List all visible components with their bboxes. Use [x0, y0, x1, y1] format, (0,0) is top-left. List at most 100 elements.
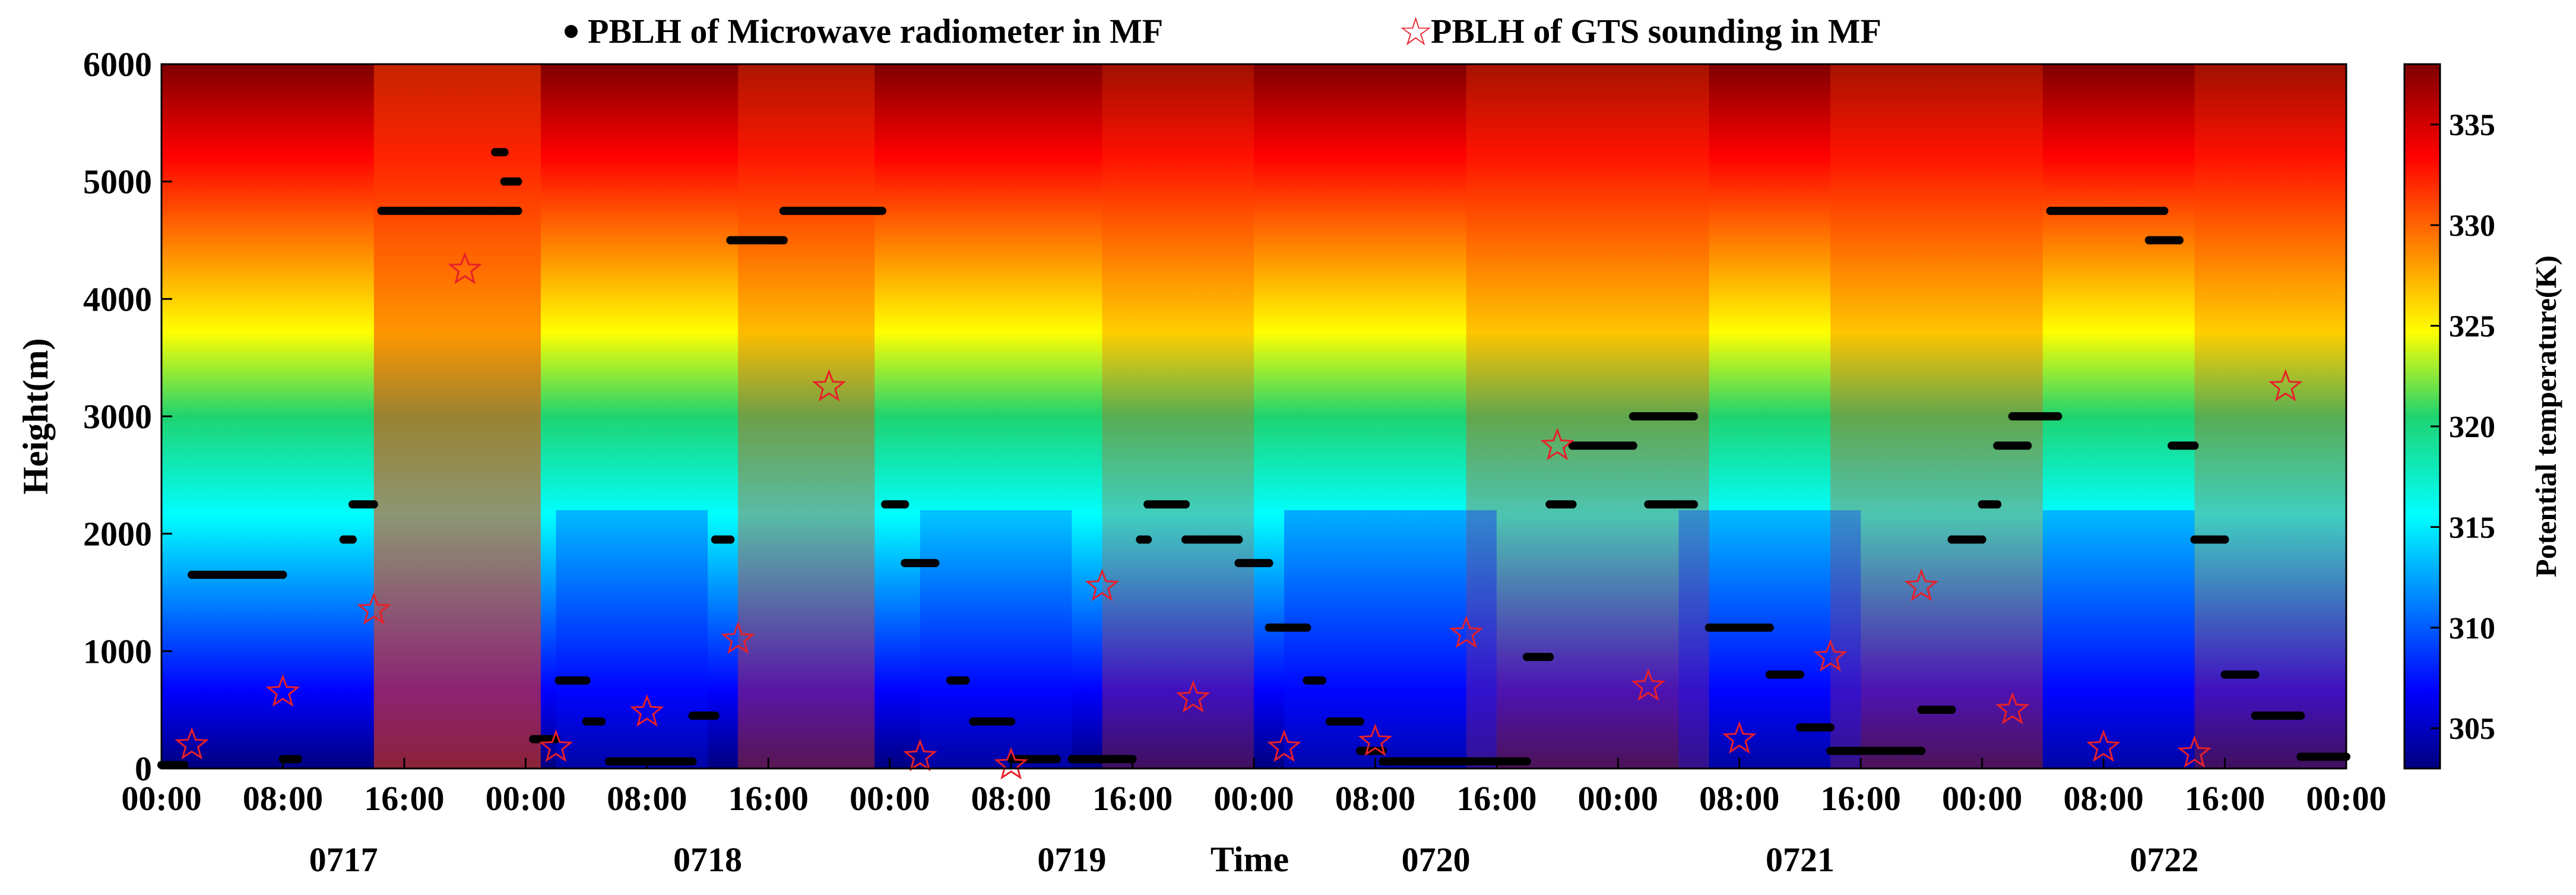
legend-star-marker: ☆: [1398, 11, 1433, 54]
pblh-sounding-star: [1995, 691, 2030, 725]
x-tick-label: 00:00: [1578, 779, 1658, 818]
pblh-radiometer-point: [2220, 535, 2229, 544]
pblh-radiometer-point: [1826, 723, 1835, 732]
x-tick-label: 16:00: [1821, 779, 1901, 818]
pblh-sounding-star: [1631, 668, 1666, 701]
pblh-sounding-star: [903, 738, 937, 771]
day-label-0721: 0721: [1766, 840, 1834, 879]
pblh-radiometer-point: [1568, 500, 1577, 509]
pblh-radiometer-point: [369, 500, 378, 509]
pblh-radiometer-point: [1143, 535, 1152, 544]
day-label-0718: 0718: [673, 840, 742, 879]
pblh-sounding-star: [1267, 729, 1301, 762]
pblh-radiometer-point: [582, 676, 591, 685]
pblh-sounding-series: [175, 251, 2303, 780]
heatmap-cool-band-0: [556, 510, 708, 769]
y-tick-label: 6000: [83, 45, 152, 84]
heatmap-warm-band-4: [1830, 64, 2043, 769]
day-labels: 0717 0718 0719 0720 0721 0722: [309, 840, 2199, 879]
x-tick-label: 08:00: [1699, 779, 1779, 818]
pblh-sounding-star: [1904, 568, 1939, 602]
heatmap-warm-band-0: [373, 64, 541, 769]
pblh-sounding-star: [630, 694, 664, 727]
colorbar-tick-label: 320: [2449, 410, 2495, 444]
pblh-sounding-star: [2268, 369, 2303, 402]
pblh-radiometer-point: [2175, 236, 2184, 245]
pblh-radiometer-point: [688, 757, 697, 766]
x-tick-label: 16:00: [1092, 779, 1173, 818]
day-label-0720: 0720: [1402, 840, 1471, 879]
pblh-radiometer-point: [294, 755, 302, 764]
y-tick-label: 5000: [83, 163, 152, 201]
x-tick-label: 00:00: [2306, 779, 2386, 818]
pblh-radiometer-point: [278, 570, 287, 579]
day-label-0722: 0722: [2130, 840, 2198, 879]
day-label-0717: 0717: [309, 840, 378, 879]
x-tick-label: 08:00: [1335, 779, 1415, 818]
colorbar-tick-label: 310: [2449, 612, 2495, 646]
pblh-sounding-star: [1722, 721, 1757, 754]
day-label-0719: 0719: [1037, 840, 1106, 879]
heatmap-cool-band-4: [2042, 510, 2195, 769]
pblh-radiometer-point: [1523, 757, 1531, 766]
pblh-radiometer-point: [597, 717, 606, 726]
pblh-radiometer-point: [500, 148, 509, 157]
x-tick-label: 00:00: [850, 779, 930, 818]
pblh-sounding-star: [1540, 428, 1574, 460]
y-axis: 0 1000 2000 3000 4000 5000 6000: [83, 45, 172, 788]
pblh-radiometer-point: [1978, 535, 1986, 544]
pblh-sounding-star: [357, 592, 391, 625]
pblh-sounding-star: [1449, 615, 1484, 649]
colorbar-title: Potential temperature(K): [2529, 255, 2562, 577]
pblh-radiometer-point: [2296, 711, 2305, 720]
colorbar-gradient: [2403, 63, 2441, 770]
y-tick-label: 4000: [83, 280, 152, 318]
pblh-radiometer-point: [1355, 717, 1364, 726]
pblh-radiometer-point: [1545, 653, 1554, 662]
pblh-radiometer-point: [2251, 670, 2260, 679]
pblh-radiometer-point: [1303, 623, 1311, 632]
y-axis-title: Height(m): [16, 338, 55, 494]
pblh-radiometer-point: [779, 236, 788, 245]
pblh-sounding-star: [175, 727, 209, 760]
pblh-radiometer-point: [1628, 441, 1637, 450]
pblh-radiometer-point: [931, 559, 940, 568]
colorbar-tick-label: 305: [2449, 712, 2495, 746]
heatmap-warm-band-1: [738, 64, 875, 769]
x-tick-label: 16:00: [2185, 779, 2265, 818]
pblh-sounding-star: [448, 251, 482, 284]
legend-dot-marker: [565, 25, 578, 38]
x-tick-label: 00:00: [1942, 779, 2022, 818]
pblh-radiometer-point: [2054, 412, 2062, 420]
pblh-radiometer-point: [711, 711, 720, 720]
x-tick-label: 00:00: [1213, 779, 1294, 818]
pblh-radiometer-series: [157, 148, 2350, 770]
pblh-radiometer-point: [1690, 412, 1699, 420]
legend-label-sounding: PBLH of GTS sounding in MF: [1431, 12, 1881, 50]
colorbar-tick-label: 315: [2449, 511, 2495, 545]
heatmap-warm-band-2: [1102, 64, 1254, 769]
pblh-sounding-star: [1176, 680, 1211, 713]
pblh-radiometer-point: [514, 177, 522, 186]
x-tick-label: 00:00: [121, 779, 201, 818]
pblh-sounding-star: [538, 729, 573, 762]
colorbar-ticks: 305 310 315 320 325 330 335: [2431, 109, 2495, 746]
y-tick-label: 0: [135, 749, 152, 788]
pblh-radiometer-point: [901, 500, 910, 509]
legend-label-radiometer: PBLH of Microwave radiometer in MF: [588, 12, 1163, 50]
pblh-radiometer-point: [1796, 670, 1804, 679]
colorbar: 305 310 315 320 325 330 335 Potential temperat…: [2403, 63, 2562, 770]
legend: PBLH of Microwave radiometer in MF ☆ PBL…: [565, 11, 1881, 54]
y-tick-label: 3000: [83, 397, 152, 436]
pblh-radiometer-point: [180, 761, 189, 770]
x-tick-label: 00:00: [486, 779, 566, 818]
pblh-radiometer-point: [1690, 500, 1699, 509]
pblh-sounding-star: [1085, 568, 1120, 602]
pblh-sounding-star: [1358, 723, 1393, 757]
x-axis-title: Time: [1211, 840, 1289, 879]
pblh-sounding-star: [812, 369, 847, 402]
pblh-radiometer-point: [877, 207, 886, 216]
pblh-radiometer-point: [514, 207, 522, 216]
